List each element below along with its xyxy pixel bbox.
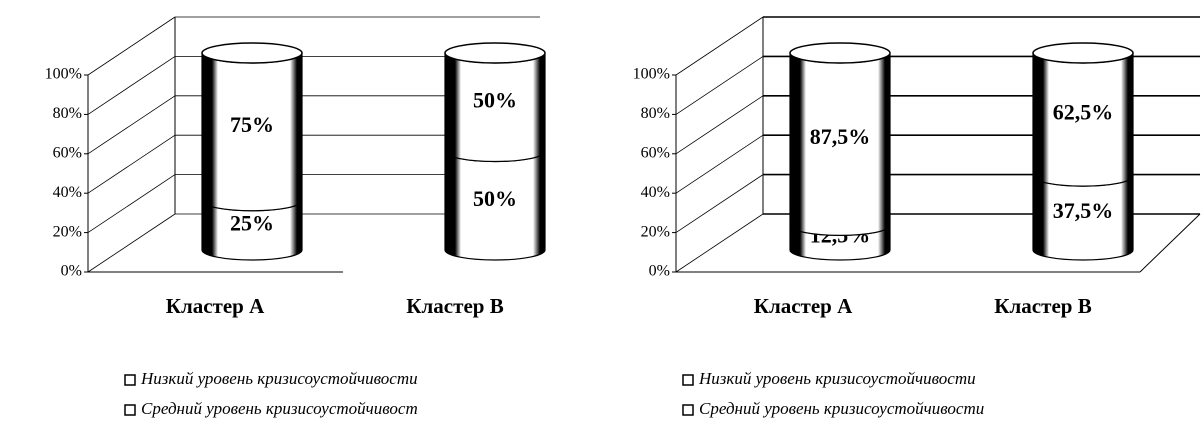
legend-label: Средний уровень кризисоустойчивости [699,399,984,418]
y-tick-label: 0% [649,263,670,280]
value-label: 87,5% [810,124,871,149]
grid-line [675,174,764,233]
cylinder-top [1032,42,1134,64]
y-tick-label: 100% [633,66,670,83]
legend-swatch [682,374,694,386]
grid-line [87,174,176,233]
y-tick-label: 100% [45,66,82,83]
grid-line [87,95,176,155]
legend-swatch [124,404,136,416]
y-tick-label: 0% [61,263,82,280]
grid-line [675,16,764,76]
value-label: 75% [230,112,274,137]
y-tick-label: 80% [53,105,82,122]
cylinder-top [444,42,546,64]
x-tick-label: Кластер А [166,294,265,318]
legend-label: Низкий уровень кризисоустойчивости [698,369,976,388]
value-label: 50% [473,186,517,211]
grid-line [675,213,764,273]
y-tick-label: 80% [641,105,670,122]
y-tick-label: 20% [641,223,670,240]
y-tick-label: 60% [641,144,670,161]
grid-line [87,213,176,273]
y-tick-label: 60% [53,144,82,161]
y-tick-label: 40% [53,184,82,201]
cylinder-top [201,42,303,64]
grid-line [87,56,176,115]
x-tick-label: Кластер А [754,294,853,318]
x-tick-label: Кластер В [994,294,1091,318]
x-tick-label: Кластер В [406,294,503,318]
grid-line [675,56,764,115]
value-label: 25% [230,210,274,235]
value-label: 62,5% [1053,100,1114,125]
floor-edge [1139,213,1201,273]
y-tick-label: 40% [641,184,670,201]
value-label: 50% [473,87,517,112]
grid-line [87,16,176,76]
legend-swatch [682,404,694,416]
grid-line [675,95,764,155]
legend-label: Низкий уровень кризисоустойчивости [140,369,418,388]
grid-line [675,134,764,194]
legend-label: Средний уровень кризисоустойчивост [141,399,418,418]
grid-line [87,134,176,194]
cylinder-top [789,42,891,64]
value-label: 37,5% [1053,198,1114,223]
y-tick-label: 20% [53,223,82,240]
legend-swatch [124,374,136,386]
